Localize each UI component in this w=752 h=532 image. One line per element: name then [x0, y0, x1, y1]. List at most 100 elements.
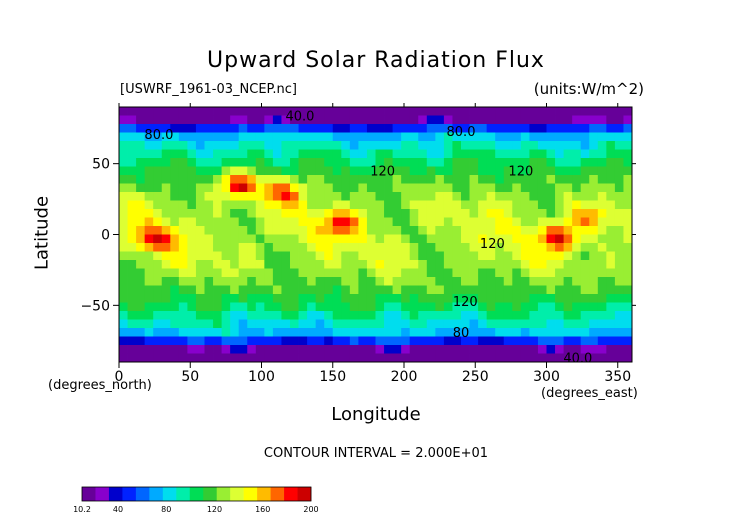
heatmap-cell [153, 311, 163, 320]
heatmap-cell [178, 345, 188, 354]
heatmap-cell [503, 115, 513, 125]
heatmap-cell [324, 149, 334, 159]
heatmap-cell [349, 234, 359, 244]
heatmap-cell [247, 319, 257, 329]
heatmap-cell [401, 158, 411, 167]
heatmap-cell [332, 200, 342, 210]
heatmap-cell [392, 217, 402, 227]
heatmap-cell [349, 336, 359, 346]
heatmap-cell [537, 209, 547, 218]
heatmap-cell [478, 209, 488, 218]
heatmap-cell [572, 149, 582, 159]
y-tick-label: 50 [92, 157, 110, 173]
heatmap-cell [170, 353, 180, 363]
heatmap-cell [563, 302, 573, 312]
heatmap-cell [512, 345, 522, 354]
heatmap-cell [486, 268, 496, 278]
heatmap-cell [486, 107, 496, 116]
heatmap-cell [529, 345, 539, 354]
heatmap-cell [178, 234, 188, 244]
heatmap-cell [623, 302, 633, 312]
heatmap-cell [238, 209, 248, 218]
heatmap-cell [443, 285, 453, 295]
heatmap-cell [247, 183, 257, 193]
heatmap-cell [366, 175, 376, 184]
heatmap-cell [307, 183, 317, 193]
heatmap-cell [119, 158, 128, 167]
heatmap-cell [213, 243, 222, 252]
heatmap-cell [452, 226, 462, 235]
heatmap-cell [520, 294, 530, 303]
heatmap-cell [623, 243, 633, 252]
contour-label: 120 [480, 237, 505, 252]
colorbar-tick-label: 10.2 [73, 505, 91, 514]
heatmap-cell [178, 192, 188, 201]
heatmap-cell [119, 226, 128, 235]
heatmap-cell [580, 234, 590, 244]
heatmap-cell [614, 209, 624, 218]
heatmap-cell [161, 251, 171, 261]
heatmap-cell [255, 234, 265, 244]
heatmap-cell [606, 226, 616, 235]
heatmap-cell [247, 336, 257, 346]
heatmap-cell [555, 353, 564, 363]
heatmap-cell [195, 124, 205, 133]
heatmap-cell [426, 226, 436, 235]
heatmap-cell [307, 336, 317, 346]
heatmap-cell [161, 217, 171, 227]
heatmap-cell [213, 336, 222, 346]
heatmap-cell [221, 328, 231, 337]
heatmap-cell [529, 217, 539, 227]
heatmap-cell [469, 166, 479, 176]
heatmap-cell [119, 141, 128, 150]
heatmap-cell [495, 336, 505, 346]
heatmap-cell [555, 200, 564, 210]
heatmap-cell [486, 192, 496, 201]
heatmap-cell [546, 209, 556, 218]
heatmap-cell [614, 107, 624, 116]
heatmap-cell [461, 336, 470, 346]
heatmap-cell [290, 149, 299, 159]
heatmap-cell [281, 107, 291, 116]
heatmap-cell [187, 234, 197, 244]
heatmap-cell [264, 345, 274, 354]
heatmap-cell [623, 158, 633, 167]
heatmap-cell [418, 353, 428, 363]
heatmap-cell [238, 294, 248, 303]
heatmap-cell [221, 226, 231, 235]
heatmap-cell [409, 217, 419, 227]
heatmap-cell [572, 107, 582, 116]
heatmap-cell [375, 336, 385, 346]
heatmap-cell [161, 226, 171, 235]
heatmap-cell [401, 107, 411, 116]
heatmap-cell [546, 345, 556, 354]
heatmap-cell [418, 234, 428, 244]
heatmap-cell [597, 234, 607, 244]
heatmap-cell [290, 277, 299, 286]
heatmap-cell [178, 328, 188, 337]
heatmap-cell [136, 149, 146, 159]
heatmap-cell [529, 149, 539, 159]
heatmap-cell [324, 226, 334, 235]
heatmap-cell [486, 166, 496, 176]
heatmap-cell [153, 132, 163, 142]
heatmap-cell [161, 132, 171, 142]
heatmap-cell [452, 328, 462, 337]
heatmap-cell [366, 183, 376, 193]
heatmap-cell [555, 251, 564, 261]
heatmap-cell [495, 217, 505, 227]
heatmap-cell [392, 319, 402, 329]
heatmap-cell [512, 251, 522, 261]
heatmap-cell [563, 209, 573, 218]
heatmap-cell [443, 268, 453, 278]
heatmap-cell [366, 166, 376, 176]
heatmap-cell [375, 302, 385, 312]
heatmap-cell [486, 209, 496, 218]
heatmap-cell [623, 200, 633, 210]
heatmap-cell [537, 353, 547, 363]
heatmap-cell [580, 311, 590, 320]
heatmap-cell [290, 175, 299, 184]
heatmap-cell [349, 209, 359, 218]
heatmap-cell [170, 336, 180, 346]
heatmap-cell [512, 124, 522, 133]
